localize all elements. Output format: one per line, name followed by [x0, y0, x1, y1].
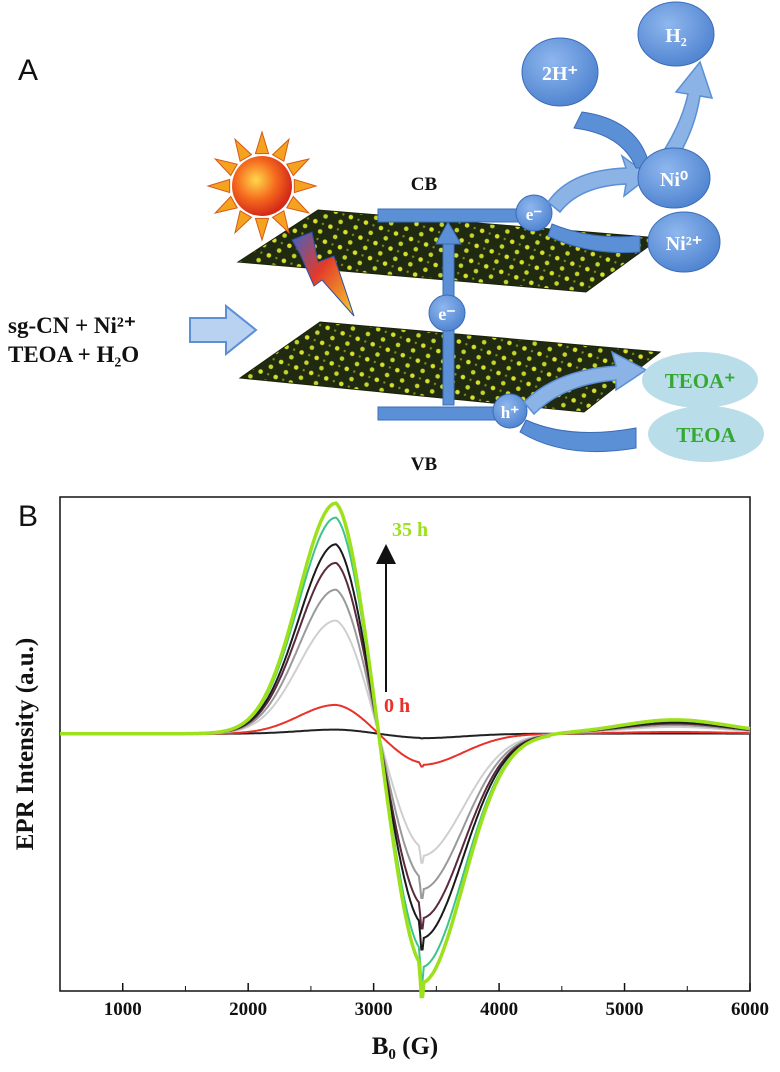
sun-icon — [206, 130, 318, 242]
h2-label: H₂ — [665, 25, 687, 47]
reactants-line-1: sg-CN + Ni²⁺ — [8, 313, 136, 338]
hole-bubble — [492, 393, 528, 429]
arrow-2h-to-ni0 — [573, 111, 651, 169]
panel-a-label: A — [18, 54, 38, 87]
epr-series-line — [60, 501, 751, 999]
x-tick-label: 6000 — [731, 999, 769, 1020]
teoa-label: TEOA — [676, 423, 736, 447]
sun-ray — [254, 130, 270, 155]
cb-electron-label: e⁻ — [526, 205, 543, 224]
two-h-bubble — [521, 37, 599, 107]
sun-ray — [234, 209, 253, 235]
hole-label: h⁺ — [501, 403, 519, 422]
annotation-35h: 35 h — [392, 519, 428, 541]
arrow-from-teoa — [519, 419, 637, 453]
teoa-plus-label: TEOA⁺ — [665, 369, 736, 393]
vb-band-bar — [377, 406, 499, 421]
x-tick-label: 5000 — [606, 999, 644, 1020]
sun-ray — [206, 178, 231, 194]
sun-ray — [285, 195, 311, 214]
reactants-line-2: TEOA + H₂O — [8, 342, 139, 367]
x-tick-label: 4000 — [480, 999, 518, 1020]
annotation-0h: 0 h — [384, 695, 410, 717]
sun-ray — [285, 158, 311, 177]
cb-band-bar — [377, 208, 529, 223]
sun-ray — [213, 158, 239, 177]
electron-bubble — [428, 294, 466, 332]
cb-electron-bubble — [515, 194, 553, 232]
y-axis-label: EPR Intensity (a.u.) — [12, 638, 39, 851]
x-tick-label: 3000 — [355, 999, 393, 1020]
input-arrow-icon — [189, 303, 258, 357]
panel-b: B 1000 2000 3000 4000 5000 6000 35 h 0 h B₀ (… — [12, 496, 769, 1060]
epr-curves — [60, 501, 751, 999]
teoa-plus-bubble — [642, 352, 758, 408]
lightning-bolt-icon — [291, 231, 355, 317]
sun-ray — [234, 137, 253, 163]
x-tick-label: 2000 — [229, 999, 267, 1020]
sun-ray — [271, 137, 290, 163]
x-tick-label: 1000 — [104, 999, 142, 1020]
sun-ray — [213, 195, 239, 214]
arrow-from-ni2 — [547, 223, 641, 254]
ni0-label: Ni⁰ — [660, 169, 688, 191]
sun-ray — [271, 209, 290, 235]
ni2-bubble — [647, 211, 721, 273]
electron-label: e⁻ — [438, 304, 456, 324]
x-axis-label: B₀ (G) — [372, 1033, 439, 1060]
vb-label: VB — [411, 454, 438, 475]
excitation-arrow-head — [435, 220, 462, 245]
panel-b-label: B — [18, 500, 38, 533]
two-h-label: 2H⁺ — [542, 63, 578, 85]
sun-ray — [293, 178, 318, 194]
h2-bubble — [637, 1, 715, 67]
sun-ray — [254, 217, 270, 242]
cb-label: CB — [411, 174, 438, 195]
teoa-bubble — [648, 406, 764, 462]
panel-a: A CB VB e⁻ e⁻ h⁺ 2H⁺ H₂ Ni — [8, 1, 764, 475]
ni0-bubble — [637, 147, 711, 209]
ni2-label: Ni²⁺ — [666, 233, 703, 255]
x-axis-ticks: 1000 2000 3000 4000 5000 6000 — [104, 983, 769, 1020]
